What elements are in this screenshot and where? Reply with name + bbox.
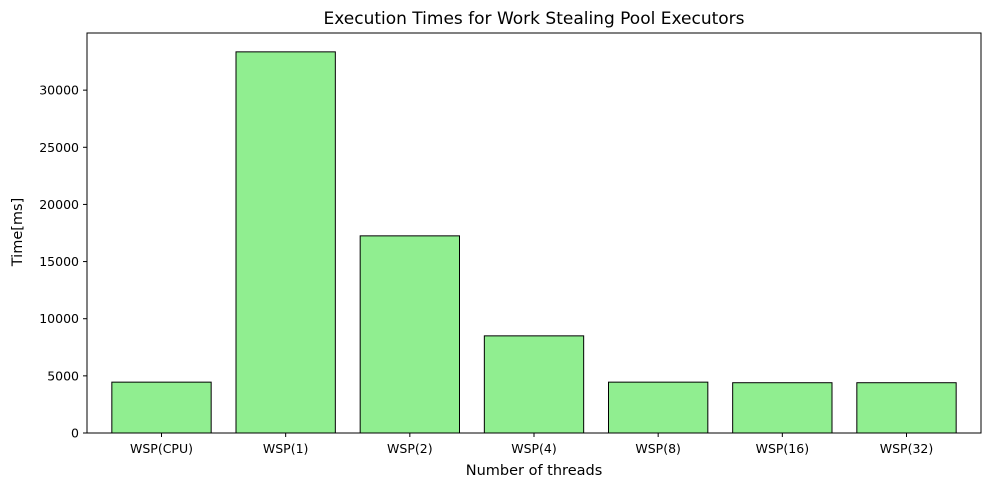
x-tick-label: WSP(2) <box>387 441 433 456</box>
x-tick-label: WSP(4) <box>511 441 557 456</box>
bar-wsp-32 <box>856 382 957 434</box>
plot-area <box>111 51 957 434</box>
axes-frame <box>86 32 982 434</box>
bar-wsp-16 <box>732 382 833 434</box>
y-tick-label: 10000 <box>39 311 79 326</box>
y-tick-label: 0 <box>71 426 79 441</box>
bar-wsp-1 <box>235 51 336 434</box>
x-tick-label: WSP(32) <box>880 441 934 456</box>
x-tick-label: WSP(CPU) <box>130 441 193 456</box>
chart-title: Execution Times for Work Stealing Pool E… <box>323 9 744 29</box>
bar-wsp-2 <box>359 235 460 434</box>
bar-wsp-8 <box>608 381 709 434</box>
y-tick-label: 15000 <box>39 254 79 269</box>
x-tick-label: WSP(16) <box>756 441 810 456</box>
x-tick-label: WSP(1) <box>263 441 309 456</box>
y-tick-label: 25000 <box>39 140 79 155</box>
bar-wsp-4 <box>483 335 585 434</box>
y-tick-label: 5000 <box>47 368 79 383</box>
y-tick-label: 30000 <box>39 83 79 98</box>
y-axis-label: Time[ms] <box>10 198 26 267</box>
y-tick-label: 20000 <box>39 197 79 212</box>
bar-wsp-cpu <box>111 381 212 434</box>
x-tick-label: WSP(8) <box>635 441 681 456</box>
x-axis-label: Number of threads <box>466 463 603 479</box>
